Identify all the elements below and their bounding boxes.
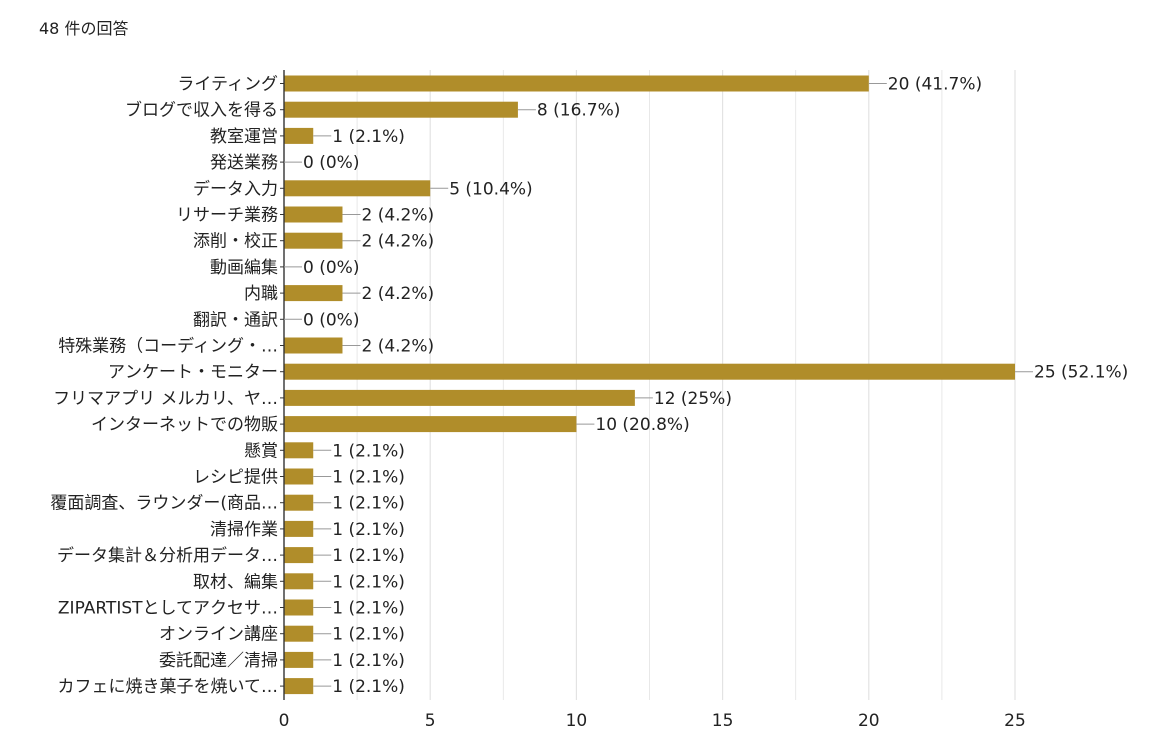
bar (284, 232, 343, 249)
category-label: 懸賞 (244, 441, 278, 461)
category-label: フリマアプリ メルカリ、ヤ… (53, 389, 278, 409)
bar (284, 363, 1015, 380)
value-label: 0 (0%) (303, 310, 359, 330)
bar (284, 599, 314, 616)
category-label: レシピ提供 (193, 468, 278, 488)
x-tick-label: 10 (566, 711, 588, 731)
grid-lines (356, 70, 1016, 700)
bar (284, 101, 518, 118)
x-tick-label: 20 (858, 711, 880, 731)
value-label: 25 (52.1%) (1034, 363, 1128, 383)
response-count: 48 件の回答 (39, 19, 129, 38)
x-tick-label: 0 (279, 711, 290, 731)
bar (284, 285, 343, 302)
axes (280, 70, 285, 700)
category-label: 翻訳・通訳 (193, 310, 278, 330)
category-label: 特殊業務（コーディング・… (58, 336, 278, 357)
value-label: 2 (4.2%) (361, 284, 434, 304)
bar (284, 337, 343, 354)
bars (284, 75, 1015, 695)
category-label: ZIPARTISTとしてアクセサ… (58, 599, 278, 619)
value-label: 0 (0%) (303, 153, 359, 173)
bar (284, 180, 431, 197)
category-label: データ入力 (193, 178, 278, 199)
bar (284, 547, 314, 564)
value-label: 1 (2.1%) (332, 520, 405, 540)
value-label: 1 (2.1%) (332, 546, 405, 566)
bar (284, 389, 635, 406)
value-label: 1 (2.1%) (332, 127, 405, 147)
category-label: 覆面調査、ラウンダー(商品… (50, 494, 278, 514)
category-label: 取材、編集 (193, 572, 278, 592)
value-label: 2 (4.2%) (361, 232, 434, 252)
category-label: データ集計＆分析用データ… (57, 545, 278, 566)
value-label: 1 (2.1%) (332, 651, 405, 671)
bar (284, 573, 314, 590)
bar (284, 416, 577, 433)
category-label: 教室運営 (210, 127, 278, 147)
category-label: 添削・校正 (193, 232, 278, 252)
category-label: 発送業務 (210, 153, 278, 173)
bar (284, 127, 314, 144)
bar (284, 468, 314, 485)
category-label: 動画編集 (210, 258, 278, 278)
x-tick-label: 25 (1004, 711, 1026, 731)
value-label: 1 (2.1%) (332, 625, 405, 645)
value-label: 1 (2.1%) (332, 599, 405, 619)
value-label: 2 (4.2%) (361, 206, 434, 226)
bar (284, 651, 314, 668)
bar (284, 625, 314, 642)
category-label: ライティング (177, 75, 278, 95)
category-label: ブログで収入を得る (125, 100, 278, 121)
value-label: 1 (2.1%) (332, 677, 405, 697)
category-label: アンケート・モニター (108, 363, 278, 383)
bar (284, 206, 343, 223)
category-label: リサーチ業務 (176, 206, 278, 226)
value-label: 5 (10.4%) (449, 179, 533, 199)
value-label: 0 (0%) (303, 258, 359, 278)
bar (284, 75, 869, 92)
labels: 0 5 10 15 20 25 ライティング 20 (41.7%) ブログで収入を得る 8 (16… (50, 75, 1128, 732)
value-label: 10 (20.8%) (595, 415, 689, 435)
bar (284, 494, 314, 511)
value-label: 2 (4.2%) (361, 337, 434, 357)
bar (284, 678, 314, 695)
bar (284, 442, 314, 459)
category-label: 委託配達／清掃 (159, 651, 278, 671)
x-tick-label: 5 (425, 711, 436, 731)
value-label: 12 (25%) (654, 389, 732, 409)
category-label: オンライン講座 (159, 625, 278, 645)
value-label: 1 (2.1%) (332, 494, 405, 514)
value-label: 8 (16.7%) (537, 101, 621, 121)
value-label: 1 (2.1%) (332, 441, 405, 461)
value-label: 1 (2.1%) (332, 468, 405, 488)
category-label: インターネットでの物販 (91, 415, 278, 435)
x-tick-label: 15 (712, 711, 734, 731)
bar (284, 520, 314, 537)
category-label: 清掃作業 (210, 520, 278, 540)
category-label: カフェに焼き菓子を焼いて… (58, 677, 279, 697)
category-label: 内職 (244, 284, 278, 304)
value-label: 1 (2.1%) (332, 572, 405, 592)
value-label: 20 (41.7%) (888, 75, 982, 95)
